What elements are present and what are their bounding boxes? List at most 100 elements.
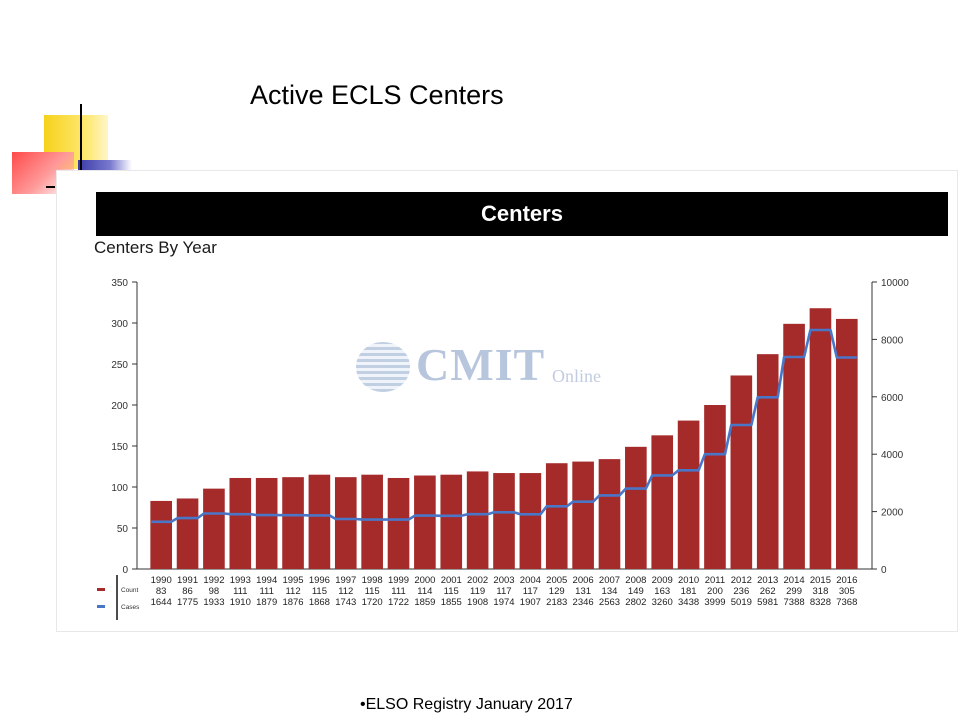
bar bbox=[493, 473, 515, 569]
cases-data-label: 1908 bbox=[467, 597, 488, 608]
slide-title: Active ECLS Centers bbox=[250, 80, 504, 110]
bar bbox=[150, 500, 172, 569]
right-axis-tick-label: 6000 bbox=[881, 393, 904, 404]
bar bbox=[255, 477, 278, 569]
x-tick-label: 1997 bbox=[335, 575, 356, 586]
cases-data-label: 1876 bbox=[282, 597, 303, 608]
cases-data-label: 5019 bbox=[731, 597, 752, 608]
right-axis-tick-label: 2000 bbox=[881, 508, 904, 519]
count-data-label: 200 bbox=[707, 586, 723, 597]
count-data-label: 86 bbox=[182, 586, 193, 597]
bar bbox=[308, 474, 331, 569]
bar bbox=[598, 459, 621, 569]
x-tick-label: 2006 bbox=[573, 575, 594, 586]
cases-data-label: 2563 bbox=[599, 597, 620, 608]
bar bbox=[756, 354, 779, 569]
cmit-watermark-logo: CMIT Online bbox=[356, 338, 616, 394]
x-tick-label: 1990 bbox=[151, 575, 172, 586]
legend-label-cases: Cases bbox=[121, 604, 140, 611]
cases-data-label: 1859 bbox=[414, 597, 435, 608]
left-axis-tick-label: 250 bbox=[111, 360, 128, 371]
count-data-label: 131 bbox=[575, 586, 591, 597]
bar bbox=[651, 435, 674, 569]
x-tick-label: 2008 bbox=[625, 575, 646, 586]
count-data-label: 115 bbox=[312, 586, 327, 597]
count-data-label: 111 bbox=[391, 586, 405, 597]
x-tick-label: 1993 bbox=[230, 575, 251, 586]
x-tick-label: 2002 bbox=[467, 575, 488, 586]
count-data-label: 83 bbox=[156, 586, 167, 597]
x-tick-label: 2012 bbox=[731, 575, 752, 586]
decorative-vertical-line bbox=[80, 104, 82, 184]
count-data-label: 236 bbox=[733, 586, 749, 597]
count-data-label: 119 bbox=[470, 586, 485, 597]
x-tick-label: 2007 bbox=[599, 575, 620, 586]
count-data-label: 115 bbox=[365, 586, 380, 597]
cases-data-label: 2346 bbox=[573, 597, 594, 608]
legend-swatch-count bbox=[97, 588, 105, 591]
bar bbox=[730, 375, 753, 569]
left-axis-tick-label: 350 bbox=[111, 278, 128, 289]
cases-data-label: 1775 bbox=[177, 597, 198, 608]
count-data-label: 299 bbox=[786, 586, 802, 597]
count-data-label: 262 bbox=[760, 586, 776, 597]
bar bbox=[836, 318, 858, 569]
count-data-label: 181 bbox=[681, 586, 697, 597]
x-tick-label: 2005 bbox=[546, 575, 567, 586]
cases-data-label: 2802 bbox=[625, 597, 646, 608]
cases-data-label: 1855 bbox=[441, 597, 462, 608]
cases-data-label: 1868 bbox=[309, 597, 330, 608]
decorative-blue-bar bbox=[78, 160, 132, 170]
x-tick-label: 2016 bbox=[836, 575, 857, 586]
bar bbox=[519, 473, 542, 569]
x-tick-label: 1992 bbox=[203, 575, 224, 586]
count-data-label: 305 bbox=[839, 586, 855, 597]
cases-data-label: 3438 bbox=[678, 597, 699, 608]
footer-source: •ELSO Registry January 2017 bbox=[360, 696, 573, 713]
count-data-label: 112 bbox=[338, 586, 353, 597]
watermark-text: CMIT bbox=[416, 339, 546, 390]
decorative-dash bbox=[46, 186, 55, 188]
bar bbox=[625, 446, 647, 569]
cases-data-label: 8328 bbox=[810, 597, 831, 608]
x-tick-label: 2015 bbox=[810, 575, 831, 586]
count-data-label: 111 bbox=[259, 586, 273, 597]
x-tick-label: 2003 bbox=[493, 575, 514, 586]
x-tick-label: 2013 bbox=[757, 575, 778, 586]
cases-data-label: 1743 bbox=[335, 597, 356, 608]
count-data-label: 117 bbox=[496, 586, 511, 597]
cases-data-label: 7388 bbox=[784, 597, 805, 608]
count-data-label: 98 bbox=[209, 586, 220, 597]
bar bbox=[387, 477, 410, 569]
bar bbox=[229, 477, 252, 569]
count-data-label: 117 bbox=[523, 586, 538, 597]
bar bbox=[704, 405, 726, 569]
bar bbox=[440, 474, 463, 569]
cases-data-label: 1933 bbox=[203, 597, 224, 608]
x-tick-label: 2014 bbox=[784, 575, 805, 586]
bar bbox=[414, 475, 436, 569]
cases-data-label: 1907 bbox=[520, 597, 541, 608]
left-axis-tick-label: 50 bbox=[117, 524, 129, 535]
count-data-label: 318 bbox=[813, 586, 829, 597]
count-data-label: 134 bbox=[602, 586, 618, 597]
left-axis-tick-label: 300 bbox=[111, 319, 128, 330]
bar bbox=[572, 461, 594, 569]
x-tick-label: 1996 bbox=[309, 575, 330, 586]
bar bbox=[545, 463, 568, 569]
bar bbox=[783, 323, 805, 569]
left-axis-tick-label: 150 bbox=[111, 442, 128, 453]
right-axis-tick-label: 10000 bbox=[881, 278, 909, 289]
count-data-label: 114 bbox=[417, 586, 432, 597]
cases-data-label: 3260 bbox=[652, 597, 673, 608]
cases-data-label: 1720 bbox=[362, 597, 383, 608]
count-data-label: 129 bbox=[549, 586, 565, 597]
legend-label-count: Count bbox=[121, 587, 139, 594]
cases-line bbox=[151, 328, 857, 524]
bar bbox=[334, 477, 357, 569]
left-axis-tick-label: 0 bbox=[122, 565, 128, 576]
x-tick-label: 2011 bbox=[705, 575, 725, 586]
right-axis-tick-label: 8000 bbox=[881, 335, 904, 346]
x-tick-label: 2009 bbox=[652, 575, 673, 586]
watermark-small-text: Online bbox=[552, 366, 601, 386]
